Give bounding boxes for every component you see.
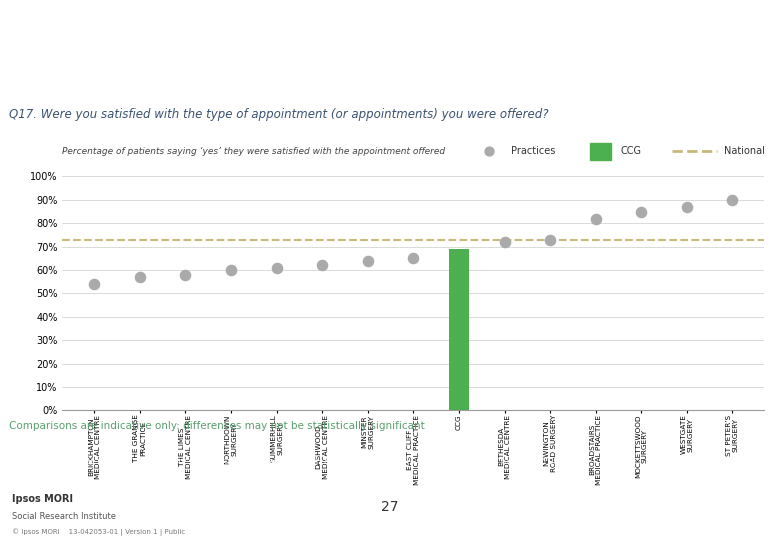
Point xyxy=(681,202,693,211)
Point xyxy=(498,238,511,246)
Text: Base: All who tried to make an appointment since being registered: National (711: Base: All who tried to make an appointme… xyxy=(9,457,587,467)
Point xyxy=(483,147,495,156)
Point xyxy=(635,207,647,216)
Point xyxy=(590,214,602,223)
Point xyxy=(271,264,283,272)
Point xyxy=(88,280,101,288)
Text: © Ipsos MORI    13-042053-01 | Version 1 | Public: © Ipsos MORI 13-042053-01 | Version 1 | … xyxy=(12,529,185,536)
Point xyxy=(407,254,420,262)
Text: Comparisons are indicative only: differences may not be statistically significan: Comparisons are indicative only: differe… xyxy=(9,421,425,431)
Text: Satisfaction with appointment offered:: Satisfaction with appointment offered: xyxy=(9,21,421,40)
Point xyxy=(316,261,328,269)
Point xyxy=(179,271,192,279)
Text: Social Research Institute: Social Research Institute xyxy=(12,512,115,522)
Text: CCG: CCG xyxy=(620,146,641,156)
Bar xyxy=(448,249,470,410)
Text: Percentage of patients saying ‘yes’ they were satisfied with the appointment off: Percentage of patients saying ‘yes’ they… xyxy=(62,147,445,156)
Point xyxy=(133,273,146,281)
Point xyxy=(726,195,739,204)
Point xyxy=(544,235,556,244)
Point xyxy=(225,266,237,274)
Text: how the CCG’s practices compare: how the CCG’s practices compare xyxy=(9,58,363,78)
Bar xyxy=(590,143,611,160)
Text: Practices: Practices xyxy=(511,146,555,156)
Text: Ipsos MORI: Ipsos MORI xyxy=(12,494,73,504)
Point xyxy=(362,256,374,265)
Text: 27: 27 xyxy=(381,500,399,514)
Text: National: National xyxy=(724,146,764,156)
Text: Q17. Were you satisfied with the type of appointment (or appointments) you were : Q17. Were you satisfied with the type of… xyxy=(9,108,549,122)
